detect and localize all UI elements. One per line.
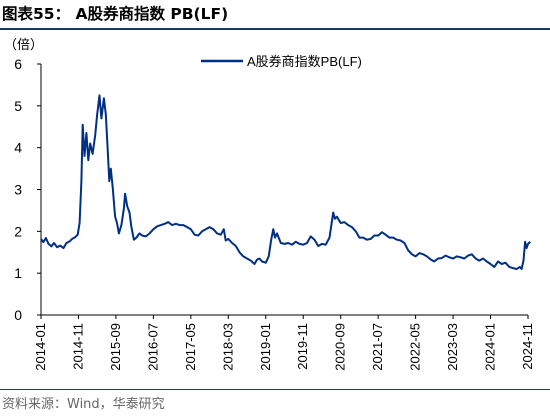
legend-label: A股券商指数PB(LF) xyxy=(247,54,362,69)
x-tick-label: 2015-09 xyxy=(108,323,123,371)
x-tick-label: 2021-07 xyxy=(370,323,385,371)
y-tick-label: 6 xyxy=(14,56,22,72)
x-tick-label: 2014-01 xyxy=(33,323,48,371)
x-tick-label: 2018-03 xyxy=(220,323,235,371)
x-axis: 2014-01 2014-11 2015-09 2016-07 2017-05 2018-… xyxy=(33,314,535,371)
x-tick-label: 2017-05 xyxy=(183,323,198,371)
y-tick-label: 1 xyxy=(14,265,22,281)
x-tick-label: 2024-11 xyxy=(520,323,535,370)
y-tick-label: 2 xyxy=(14,223,22,239)
series-layer xyxy=(40,94,531,270)
chart-svg: （倍） 0 1 2 3 4 5 6 2014-01 2014-11 2015-09 2016-07… xyxy=(4,37,535,371)
legend: A股券商指数PB(LF) xyxy=(201,54,362,69)
x-tick-label: 2024-01 xyxy=(483,323,498,371)
source-note: 资料来源：Wind，华泰研究 xyxy=(2,397,165,412)
y-tick-label: 5 xyxy=(14,98,22,114)
x-tick-label: 2014-11 xyxy=(70,323,85,370)
y-tick-label: 3 xyxy=(14,182,22,198)
x-tick-label: 2020-09 xyxy=(333,323,348,371)
y-tick-label: 0 xyxy=(14,307,22,323)
x-tick-label: 2019-01 xyxy=(258,323,273,371)
x-tick-label: 2023-03 xyxy=(445,323,460,371)
figure-title: 图表55： A股券商指数 PB(LF) xyxy=(2,5,229,23)
x-tick-label: 2022-05 xyxy=(408,323,423,371)
source-rule xyxy=(0,389,550,390)
y-axis-unit-label: （倍） xyxy=(4,37,43,52)
series-line-securities-pb xyxy=(40,94,531,270)
y-axis: （倍） 0 1 2 3 4 5 6 xyxy=(4,37,43,323)
title-rule xyxy=(0,28,550,30)
x-tick-label: 2016-07 xyxy=(145,323,160,371)
x-tick-label: 2019-11 xyxy=(295,323,310,370)
y-tick-label: 4 xyxy=(14,140,22,156)
